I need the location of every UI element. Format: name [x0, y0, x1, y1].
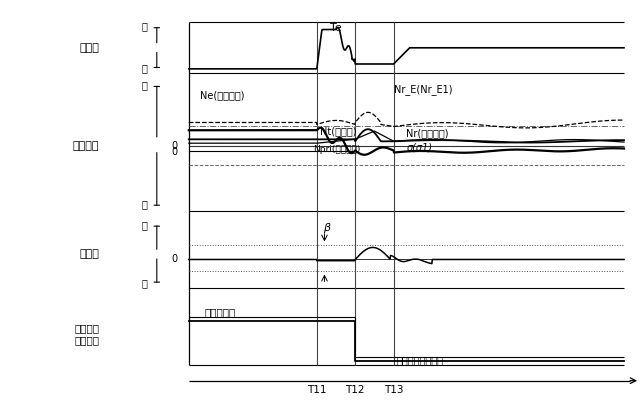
Text: 小: 小	[141, 200, 147, 209]
Text: σ(σ1): σ(σ1)	[406, 143, 433, 153]
Text: トルク: トルク	[79, 43, 99, 53]
Text: Nr(センサ値): Nr(センサ値)	[406, 129, 449, 139]
Text: 回転速度: 回転速度	[73, 141, 99, 151]
Text: Ne(センサ値): Ne(センサ値)	[200, 90, 245, 100]
Text: 0: 0	[171, 254, 177, 264]
Text: 偏差量: 偏差量	[79, 249, 99, 259]
Text: 正転と判定: 正転と判定	[205, 308, 236, 318]
Text: 0: 0	[171, 141, 177, 151]
Text: Nt(推定値): Nt(推定値)	[320, 127, 356, 136]
Text: 小: 小	[141, 278, 147, 288]
Text: 正転判定
判定結果: 正転判定 判定結果	[74, 323, 99, 345]
Text: 大: 大	[141, 21, 147, 31]
Text: Npri(正と仮定): Npri(正と仮定)	[314, 145, 361, 154]
Text: 大: 大	[141, 80, 147, 90]
Text: 0: 0	[172, 147, 178, 157]
Text: Nr_E(Nr_E1): Nr_E(Nr_E1)	[394, 85, 452, 95]
Text: 大: 大	[141, 220, 147, 230]
Text: β: β	[323, 223, 330, 233]
Text: 正転と判定しない: 正転と判定しない	[397, 356, 444, 365]
Text: Te: Te	[330, 23, 342, 33]
Text: T12: T12	[346, 385, 365, 394]
Text: T13: T13	[384, 385, 403, 394]
Text: 小: 小	[141, 63, 147, 73]
Text: T11: T11	[307, 385, 326, 394]
